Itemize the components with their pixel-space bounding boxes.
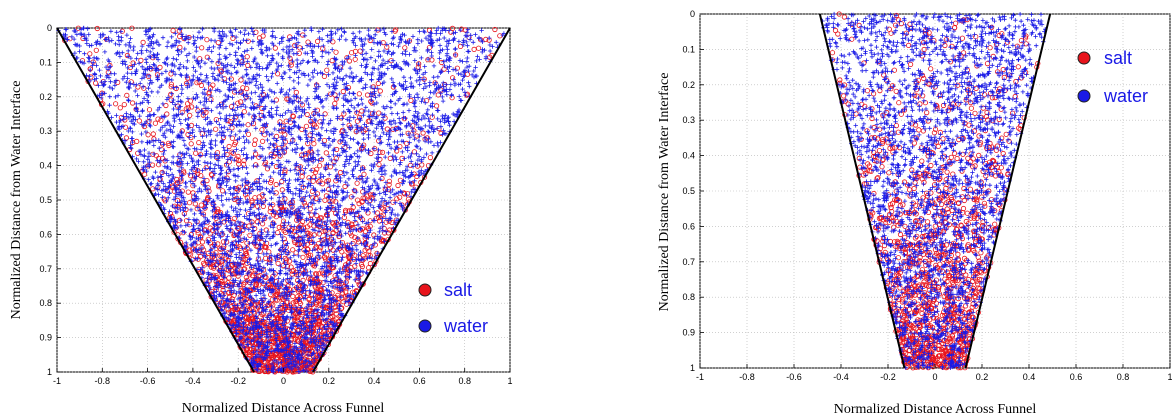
salt-point xyxy=(157,64,163,71)
salt-point xyxy=(354,118,360,124)
salt-point xyxy=(241,158,247,164)
salt-point xyxy=(301,200,307,206)
salt-point xyxy=(152,120,158,126)
salt-point xyxy=(243,250,249,256)
salt-point xyxy=(333,96,339,102)
salt-point xyxy=(259,138,266,144)
salt-point xyxy=(146,107,153,113)
salt-point xyxy=(362,228,369,234)
salt-point xyxy=(146,118,152,125)
salt-point xyxy=(305,39,311,45)
salt-point xyxy=(244,303,250,309)
salt-point xyxy=(405,130,411,136)
salt-point xyxy=(215,39,221,46)
salt-point xyxy=(150,186,156,192)
salt-point xyxy=(122,117,128,123)
salt-point xyxy=(187,98,194,104)
salt-point xyxy=(326,186,332,192)
salt-point xyxy=(307,316,313,322)
salt-point xyxy=(274,71,281,77)
salt-point xyxy=(158,117,164,123)
salt-point xyxy=(245,131,252,137)
salt-point xyxy=(136,118,142,124)
salt-point xyxy=(377,88,383,94)
salt-point xyxy=(244,54,250,60)
salt-point xyxy=(376,162,382,168)
salt-point xyxy=(140,39,146,46)
salt-point xyxy=(280,262,286,269)
salt-point xyxy=(170,27,176,34)
salt-point xyxy=(464,71,471,77)
salt-point xyxy=(299,152,305,158)
salt-point xyxy=(297,45,303,51)
salt-point xyxy=(119,28,125,34)
salt-point xyxy=(333,49,339,55)
salt-point xyxy=(187,200,193,206)
salt-point xyxy=(311,263,318,269)
salt-point xyxy=(155,116,161,122)
salt-point xyxy=(368,98,374,105)
salt-point xyxy=(306,175,312,181)
salt-point xyxy=(198,152,204,158)
salt-point xyxy=(397,194,403,200)
salt-point xyxy=(352,234,358,240)
salt-point xyxy=(321,73,327,80)
salt-point xyxy=(121,102,127,108)
salt-point xyxy=(204,37,210,43)
salt-point xyxy=(338,115,344,121)
salt-point xyxy=(337,139,343,145)
salt-point xyxy=(75,25,81,31)
salt-point xyxy=(349,233,355,239)
salt-point xyxy=(280,218,287,224)
salt-point xyxy=(314,166,320,172)
salt-point xyxy=(335,303,341,309)
salt-point xyxy=(342,145,348,151)
salt-point xyxy=(273,279,279,285)
salt-point xyxy=(356,91,362,97)
salt-point xyxy=(235,187,241,193)
salt-point xyxy=(185,189,191,195)
salt-point xyxy=(332,101,338,107)
data-points xyxy=(56,25,507,375)
salt-point xyxy=(123,135,130,141)
scatter-chart-1: -1 -0.8 -0.6 -0.4 -0.2 0 0.2 0.4 0.6 0.8 100.10.20… xyxy=(9,23,513,416)
salt-point xyxy=(256,154,262,160)
salt-point xyxy=(376,110,382,116)
salt-point xyxy=(129,25,135,31)
salt-point xyxy=(190,246,196,252)
salt-point xyxy=(87,51,93,57)
salt-point xyxy=(194,206,200,212)
salt-point xyxy=(394,196,400,202)
salt-point xyxy=(164,111,170,117)
salt-point xyxy=(404,191,411,197)
salt-point xyxy=(457,43,464,50)
salt-point xyxy=(299,126,305,132)
salt-point xyxy=(249,350,255,356)
salt-point xyxy=(404,140,410,146)
salt-point xyxy=(241,161,247,167)
salt-point xyxy=(198,82,204,89)
salt-point xyxy=(299,174,305,180)
salt-point xyxy=(371,232,377,238)
salt-point xyxy=(395,182,401,189)
salt-point xyxy=(268,177,275,183)
salt-point xyxy=(364,224,370,230)
salt-point xyxy=(124,92,130,99)
salt-point xyxy=(150,131,156,137)
salt-point xyxy=(199,239,206,245)
salt-point xyxy=(145,132,151,138)
salt-point xyxy=(130,60,136,66)
salt-point xyxy=(288,62,294,68)
salt-point xyxy=(241,109,247,115)
salt-point xyxy=(199,45,205,51)
salt-point xyxy=(273,181,279,188)
salt-point xyxy=(448,29,454,35)
salt-point xyxy=(366,265,372,271)
salt-point xyxy=(243,248,249,254)
salt-point xyxy=(217,253,223,259)
salt-point xyxy=(189,104,195,110)
salt-point xyxy=(166,142,172,149)
salt-point xyxy=(231,142,237,148)
